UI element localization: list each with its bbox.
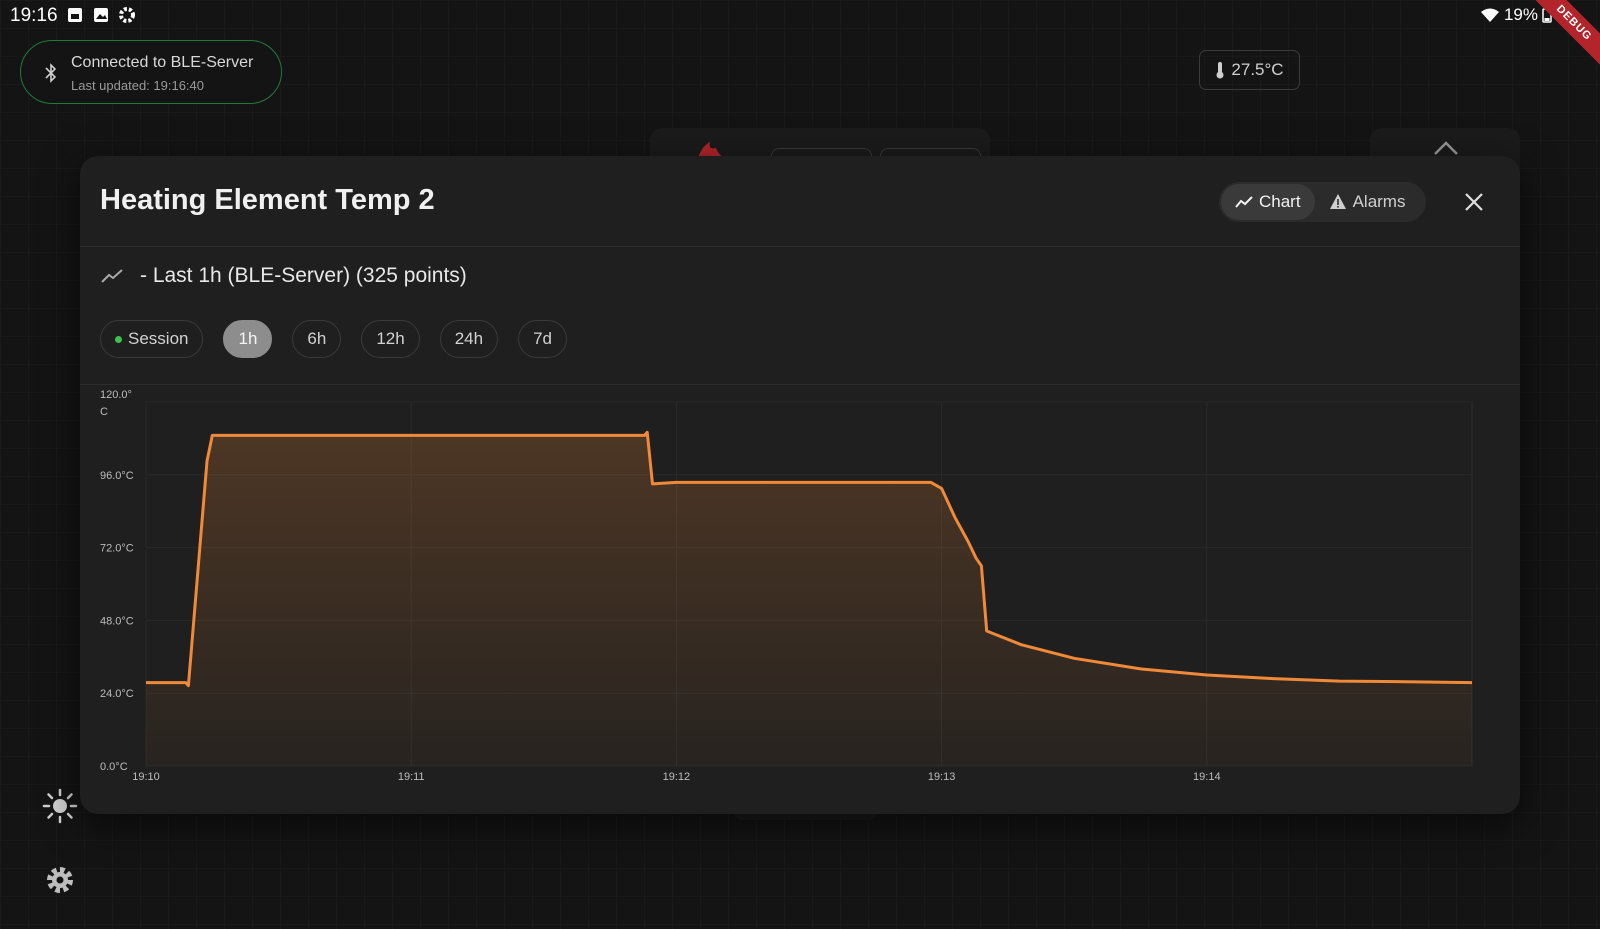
y-tick-label: 72.0°C	[100, 543, 134, 555]
tab-alarms-label: Alarms	[1352, 192, 1406, 211]
image-icon	[94, 8, 108, 22]
last-updated: Last updated: 19:16:40	[71, 78, 205, 93]
bluetooth-icon	[45, 63, 57, 83]
x-tick-label: 19:12	[663, 771, 691, 780]
divider	[80, 384, 1520, 385]
y-tick-label: 96.0°C	[100, 470, 134, 482]
y-tick-label: 0.0°C	[100, 761, 128, 773]
range-12h-button[interactable]: 12h	[361, 320, 420, 358]
background-tab	[771, 148, 872, 161]
status-time: 19:16	[10, 5, 58, 26]
x-tick-label: 19:14	[1193, 771, 1221, 780]
status-bar: 19:16 19% DEBUG	[0, 0, 1600, 74]
sensor-detail-dialog: Heating Element Temp 2 Chart Alarms - La…	[80, 156, 1520, 814]
series-line	[146, 430, 1473, 688]
battery-percent: 19%	[1503, 5, 1538, 24]
flame-icon	[698, 142, 724, 158]
warning-icon	[1329, 194, 1346, 209]
temperature-chart[interactable]: 0.0°C 24.0°C 48.0°C 72.0°C 96.0°C 120.0° C 19:…	[80, 380, 1520, 780]
close-icon[interactable]	[1458, 186, 1490, 218]
ambient-temp-value: 27.5°C	[1231, 60, 1284, 79]
range-label: 12h	[376, 329, 405, 348]
tab-alarms[interactable]: Alarms	[1315, 184, 1420, 220]
range-label: Session	[128, 329, 189, 348]
range-6h-button[interactable]: 6h	[292, 320, 342, 358]
settings-icon	[119, 7, 135, 23]
connection-title: Connected to BLE-Server	[71, 54, 254, 71]
y-tick-label: 24.0°C	[100, 688, 134, 700]
sun-icon[interactable]	[42, 788, 78, 824]
tab-chart[interactable]: Chart	[1221, 184, 1315, 220]
background-tab	[880, 148, 981, 161]
range-label: 6h	[307, 329, 327, 348]
range-label: 1h	[238, 329, 258, 348]
gear-icon[interactable]	[44, 864, 76, 896]
view-switcher: Chart Alarms	[1219, 182, 1426, 222]
range-7d-button[interactable]: 7d	[518, 320, 567, 358]
ambient-temp-chip[interactable]: 27.5°C	[1199, 50, 1300, 90]
x-tick-label: 19:13	[928, 771, 956, 780]
live-indicator-dot	[115, 335, 122, 343]
chevron-up-icon	[1434, 141, 1458, 155]
x-tick-label: 19:11	[398, 771, 425, 780]
trend-icon	[101, 269, 123, 283]
range-session-button[interactable]: Session	[100, 320, 204, 358]
divider	[80, 246, 1520, 247]
y-tick-label: 48.0°C	[100, 615, 134, 627]
sim-icon	[68, 8, 82, 22]
series-area	[146, 432, 1472, 766]
dialog-title: Heating Element Temp 2	[100, 184, 435, 216]
wifi-icon	[1480, 8, 1499, 22]
range-label: 7d	[533, 329, 552, 348]
chart-line-icon	[1235, 196, 1253, 208]
connection-status[interactable]: Connected to BLE-Server Last updated: 19…	[20, 40, 282, 104]
range-1h-button[interactable]: 1h	[223, 320, 273, 358]
tab-chart-label: Chart	[1259, 192, 1301, 211]
time-range-selector: Session 1h 6h 12h 24h 7d	[100, 320, 567, 358]
y-tick-label: 120.0° C	[100, 389, 132, 418]
thermometer-icon	[1216, 62, 1224, 79]
range-24h-button[interactable]: 24h	[439, 320, 499, 358]
x-tick-label: 19:10	[132, 771, 160, 780]
range-label: 24h	[454, 329, 484, 348]
chart-subtitle: - Last 1h (BLE-Server) (325 points)	[140, 264, 467, 287]
